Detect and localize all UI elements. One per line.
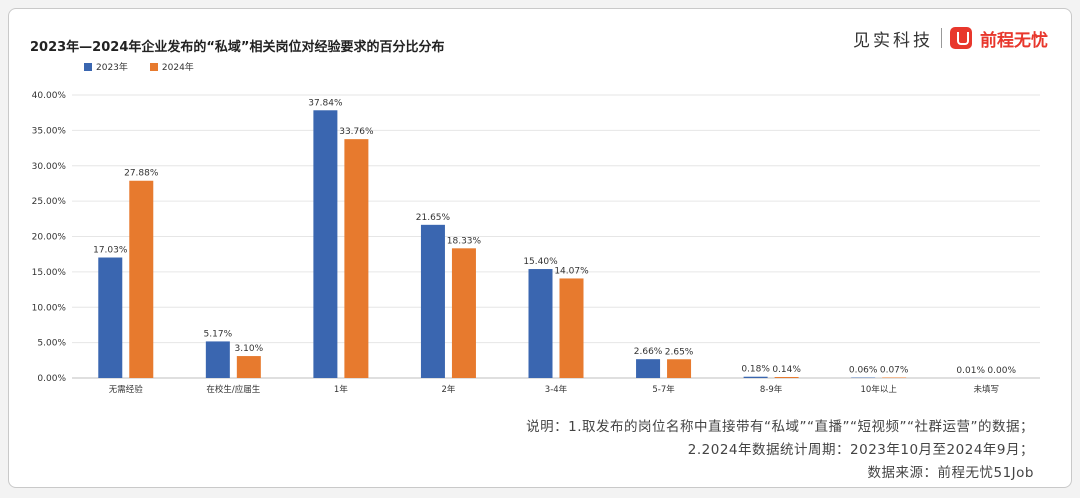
x-tick-label: 2年 bbox=[441, 384, 455, 395]
legend-swatch-2023 bbox=[84, 62, 92, 71]
x-tick-label: 5-7年 bbox=[652, 384, 675, 395]
brand-header: 见实科技 前程无忧 bbox=[853, 25, 1048, 51]
data-label: 3.10% bbox=[235, 344, 264, 354]
note-line-2: 2.2024年数据统计周期：2023年10月至2024年9月； bbox=[687, 442, 1034, 458]
legend-swatch-2024 bbox=[149, 62, 158, 71]
data-label: 0.01% bbox=[956, 366, 985, 376]
x-tick-label: 8-9年 bbox=[760, 384, 783, 395]
y-tick-label: 10.00% bbox=[32, 303, 67, 313]
data-label: 2.65% bbox=[665, 347, 694, 357]
bar-2023 bbox=[528, 269, 553, 378]
bar-2023 bbox=[636, 359, 661, 378]
data-label: 14.07% bbox=[554, 266, 589, 276]
legend-item-2023: 2023年 bbox=[84, 60, 128, 73]
chart-card bbox=[8, 8, 1072, 488]
notes: 说明：1.取发布的岗位名称中直接带有“私域”“直播”“短视频”“社群运营”的数据… bbox=[526, 416, 1034, 485]
data-label: 0.18% bbox=[741, 365, 770, 375]
bar-2024 bbox=[559, 278, 584, 378]
data-label: 2.66% bbox=[634, 347, 663, 357]
x-tick-label: 10年以上 bbox=[861, 384, 898, 395]
x-tick-label: 无需经验 bbox=[109, 384, 144, 395]
legend-item-2024: 2024年 bbox=[149, 60, 194, 73]
data-label: 37.84% bbox=[308, 98, 343, 108]
note-line-1: 说明：1.取发布的岗位名称中直接带有“私域”“直播”“短视频”“社群运营”的数据… bbox=[526, 419, 1034, 435]
data-label: 27.88% bbox=[124, 169, 159, 179]
legend-label-2023: 2023年 bbox=[96, 63, 128, 73]
bar-2023 bbox=[205, 341, 230, 378]
data-label: 0.14% bbox=[772, 365, 801, 375]
data-label: 21.65% bbox=[416, 213, 451, 223]
x-tick-label: 1年 bbox=[334, 384, 348, 395]
bar-2024 bbox=[129, 180, 154, 378]
data-label: 0.06% bbox=[849, 366, 878, 376]
y-tick-label: 0.00% bbox=[37, 374, 66, 384]
y-tick-label: 5.00% bbox=[37, 339, 66, 349]
data-label: 5.17% bbox=[204, 329, 233, 339]
bar-2023 bbox=[743, 376, 768, 378]
brand-divider bbox=[941, 28, 942, 48]
data-label: 18.33% bbox=[447, 236, 482, 246]
x-tick-label: 3-4年 bbox=[545, 384, 568, 395]
bar-2024 bbox=[667, 359, 692, 378]
data-label: 17.03% bbox=[93, 246, 128, 256]
brand-qiancheng: 前程无忧 bbox=[980, 30, 1048, 51]
bar-2024 bbox=[451, 248, 476, 378]
bar-chart: 0.00% 5.00% 10.00% 15.00% 20.00% 25.00% 30.00%… bbox=[32, 91, 1040, 395]
chart-title: 2023年—2024年企业发布的“私域”相关岗位对经验要求的百分比分布 bbox=[30, 40, 445, 55]
bar-2024 bbox=[344, 139, 369, 378]
legend-label-2024: 2024年 bbox=[161, 63, 194, 73]
bar-2024 bbox=[236, 356, 261, 378]
bar-2023 bbox=[98, 257, 123, 378]
data-label: 0.00% bbox=[987, 366, 1016, 376]
y-tick-label: 40.00% bbox=[32, 91, 67, 101]
y-tick-label: 20.00% bbox=[32, 233, 67, 243]
qiancheng-logo-icon bbox=[950, 27, 972, 49]
x-tick-label: 在校生/应届生 bbox=[206, 384, 260, 395]
data-label: 15.40% bbox=[523, 257, 558, 267]
data-label: 0.07% bbox=[880, 366, 909, 376]
bar-2023 bbox=[313, 110, 338, 379]
y-tick-label: 35.00% bbox=[32, 126, 67, 136]
y-tick-label: 15.00% bbox=[32, 268, 67, 278]
y-tick-label: 30.00% bbox=[32, 162, 67, 172]
chart-legend: 2023年 2024年 bbox=[84, 60, 194, 73]
data-label: 33.76% bbox=[339, 127, 374, 137]
x-tick-label: 未填写 bbox=[973, 384, 999, 395]
note-line-3: 数据来源：前程无忧51Job bbox=[867, 465, 1034, 481]
bar-2023 bbox=[420, 224, 445, 378]
bar-2024 bbox=[774, 377, 799, 378]
brand-jianshi: 见实科技 bbox=[853, 30, 933, 51]
y-tick-label: 25.00% bbox=[32, 197, 67, 207]
